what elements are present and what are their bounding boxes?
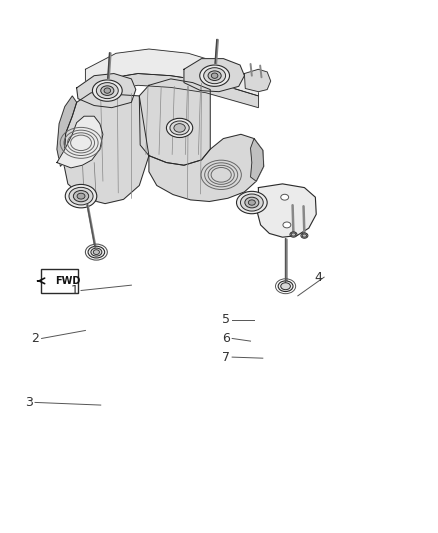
Polygon shape (149, 134, 264, 201)
Polygon shape (85, 49, 258, 96)
Ellipse shape (77, 193, 85, 199)
Polygon shape (258, 184, 316, 237)
Polygon shape (57, 116, 103, 168)
Ellipse shape (283, 222, 291, 228)
Polygon shape (139, 79, 210, 165)
Ellipse shape (96, 83, 118, 99)
Ellipse shape (278, 281, 293, 292)
Ellipse shape (237, 191, 267, 214)
Ellipse shape (92, 80, 122, 101)
Ellipse shape (211, 73, 218, 78)
Ellipse shape (69, 187, 93, 205)
Polygon shape (244, 69, 271, 92)
Ellipse shape (290, 232, 297, 237)
Ellipse shape (104, 88, 110, 93)
Polygon shape (85, 74, 258, 108)
Ellipse shape (65, 184, 97, 208)
Polygon shape (57, 96, 77, 166)
Ellipse shape (91, 248, 102, 256)
Ellipse shape (302, 234, 307, 237)
Ellipse shape (170, 121, 189, 135)
Text: 5: 5 (222, 313, 230, 326)
Ellipse shape (281, 282, 290, 289)
Ellipse shape (301, 233, 308, 238)
Ellipse shape (208, 71, 221, 80)
Text: 2: 2 (32, 332, 39, 345)
Ellipse shape (166, 118, 193, 138)
Ellipse shape (200, 65, 230, 86)
Polygon shape (184, 59, 244, 92)
Ellipse shape (248, 200, 255, 205)
Ellipse shape (204, 68, 226, 84)
Ellipse shape (73, 191, 88, 201)
Text: 3: 3 (25, 396, 33, 409)
Ellipse shape (93, 249, 99, 255)
Polygon shape (77, 74, 136, 108)
Text: FWD: FWD (55, 276, 81, 286)
Ellipse shape (88, 246, 105, 258)
Ellipse shape (281, 195, 289, 200)
Ellipse shape (245, 197, 259, 208)
Text: 4: 4 (314, 271, 322, 284)
Text: 1: 1 (71, 284, 79, 297)
Ellipse shape (174, 124, 185, 132)
Ellipse shape (101, 86, 114, 95)
Ellipse shape (240, 194, 263, 211)
Ellipse shape (291, 233, 296, 236)
Text: 6: 6 (222, 332, 230, 345)
Text: 7: 7 (222, 351, 230, 364)
Polygon shape (251, 139, 264, 181)
Polygon shape (64, 93, 149, 204)
